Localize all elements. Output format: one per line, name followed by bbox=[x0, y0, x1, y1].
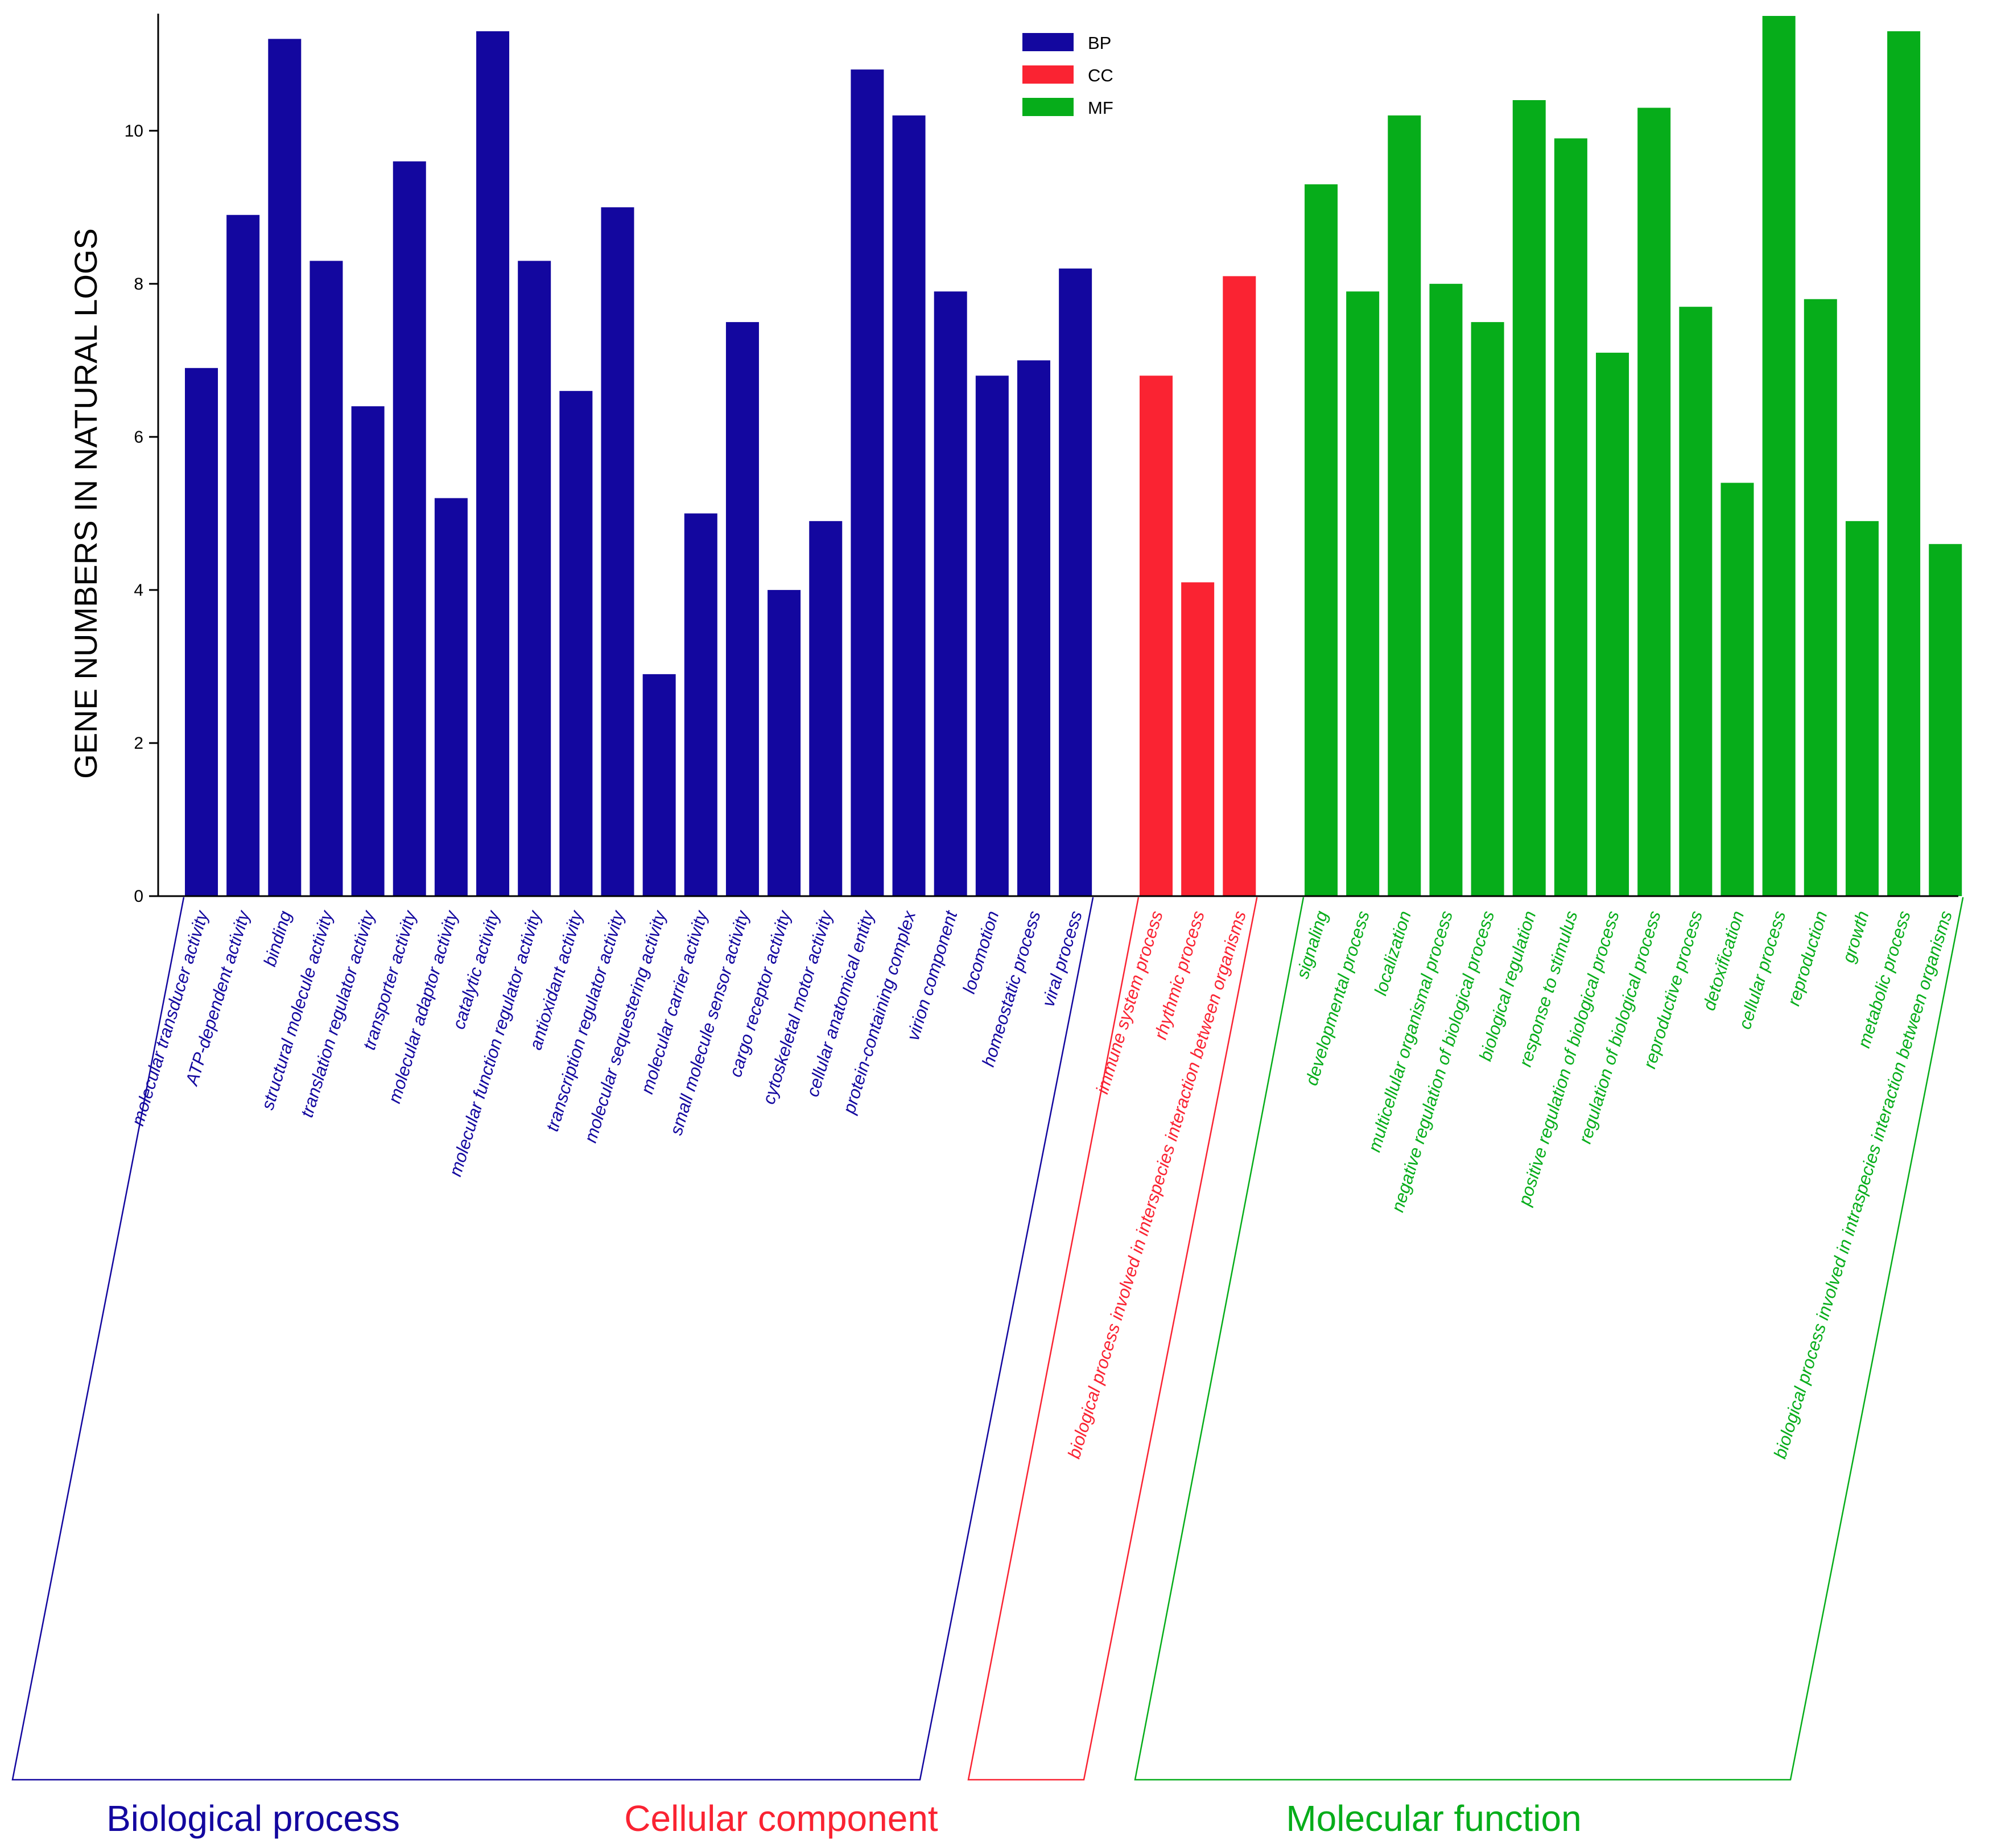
bar-bp bbox=[601, 207, 634, 897]
bar-bp bbox=[809, 521, 843, 896]
bar-mf bbox=[1388, 115, 1421, 896]
bar-bp bbox=[393, 161, 426, 896]
bar-bp bbox=[310, 261, 343, 896]
x-tick-label: immune system process bbox=[1092, 909, 1167, 1096]
y-tick-label: 6 bbox=[134, 428, 143, 447]
x-tick-label: viral process bbox=[1038, 909, 1086, 1009]
legend-swatch-cc bbox=[1022, 65, 1074, 84]
legend-swatch-bp bbox=[1022, 33, 1074, 51]
x-tick-label: reproduction bbox=[1784, 909, 1831, 1008]
bar-bp bbox=[642, 674, 676, 896]
x-tick-label: growth bbox=[1838, 909, 1873, 965]
legend-swatch-mf bbox=[1022, 98, 1074, 116]
bar-mf bbox=[1429, 283, 1463, 897]
y-tick-label: 4 bbox=[134, 581, 143, 600]
x-tick-label: locomotion bbox=[959, 909, 1002, 996]
y-tick-label: 10 bbox=[125, 122, 143, 141]
x-tick-label: transcription regulator activity bbox=[542, 907, 629, 1133]
bar-bp bbox=[768, 589, 801, 896]
legend: BP CC MF bbox=[1022, 33, 1113, 118]
bar-bp bbox=[559, 391, 593, 896]
legend-label-cc: CC bbox=[1088, 65, 1113, 85]
bar-bp bbox=[892, 115, 926, 896]
bar-cc bbox=[1181, 582, 1215, 896]
bar-mf bbox=[1554, 138, 1587, 897]
y-tick-label: 0 bbox=[134, 887, 143, 906]
bar-bp bbox=[934, 291, 967, 896]
bar-mf bbox=[1887, 31, 1921, 897]
y-tick-label: 8 bbox=[134, 275, 143, 294]
x-tick-label: biological process involved in interspec… bbox=[1064, 909, 1250, 1461]
bar-mf bbox=[1804, 299, 1837, 896]
bar-bp bbox=[1017, 360, 1050, 896]
x-tick-labels: molecular transducer activityATP-depende… bbox=[127, 907, 1956, 1461]
bar-mf bbox=[1596, 352, 1629, 896]
bars bbox=[185, 16, 1962, 897]
y-tick-label: 2 bbox=[134, 734, 143, 753]
y-axis-title: GENE NUMBERS IN NATURAL LOGS bbox=[68, 228, 104, 779]
bar-mf bbox=[1720, 482, 1754, 896]
group-bracket-mf bbox=[1134, 897, 1964, 1781]
legend-label-bp: BP bbox=[1088, 33, 1111, 53]
group-bracket-bp bbox=[11, 897, 1094, 1781]
x-tick-label: localization bbox=[1371, 909, 1415, 998]
x-tick-label: detoxification bbox=[1699, 909, 1748, 1013]
bar-bp bbox=[434, 498, 468, 896]
bar-mf bbox=[1305, 184, 1338, 897]
bar-cc bbox=[1140, 376, 1173, 896]
bar-bp bbox=[226, 214, 260, 896]
bar-mf bbox=[1512, 100, 1546, 897]
legend-label-mf: MF bbox=[1088, 98, 1113, 118]
bar-cc bbox=[1223, 276, 1256, 896]
group-bracket-cc bbox=[967, 897, 1258, 1781]
group-brackets bbox=[11, 897, 1964, 1781]
bar-bp bbox=[975, 376, 1009, 896]
bar-mf bbox=[1346, 291, 1380, 896]
group-label-cc: Cellular component bbox=[624, 1798, 938, 1839]
bar-bp bbox=[476, 31, 510, 897]
bar-mf bbox=[1679, 307, 1713, 896]
bar-bp bbox=[518, 261, 551, 896]
y-axis: 0 2 4 6 8 10 bbox=[125, 14, 1958, 906]
bar-mf bbox=[1471, 322, 1504, 896]
x-tick-label: binding bbox=[259, 909, 295, 969]
x-tick-label: signaling bbox=[1292, 909, 1331, 981]
bar-bp bbox=[851, 69, 884, 897]
bar-mf bbox=[1845, 521, 1879, 896]
bar-bp bbox=[351, 406, 385, 896]
bar-mf bbox=[1637, 108, 1671, 897]
bar-bp bbox=[185, 368, 218, 896]
group-label-mf: Molecular function bbox=[1286, 1798, 1581, 1839]
group-label-bp: Biological process bbox=[106, 1798, 400, 1839]
bar-bp bbox=[725, 322, 759, 896]
x-tick-label: molecular transducer activity bbox=[127, 907, 212, 1128]
bar-bp bbox=[1059, 268, 1092, 896]
bar-mf bbox=[1929, 544, 1962, 896]
bar-mf bbox=[1762, 16, 1796, 896]
bar-bp bbox=[268, 39, 302, 896]
group-labels: Biological process Cellular component Mole… bbox=[106, 1798, 1582, 1839]
bar-bp bbox=[684, 513, 717, 896]
